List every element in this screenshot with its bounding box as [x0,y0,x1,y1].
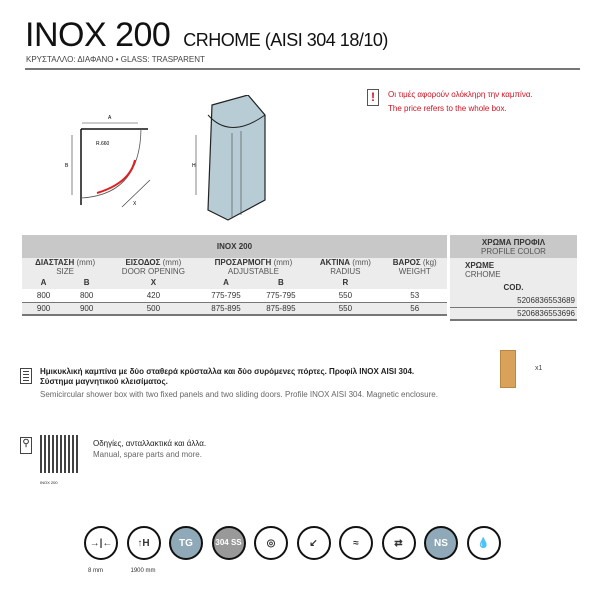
table-title: INOX 200 [22,235,447,258]
col-door-opening: ΕΙΣΟΔΟΣ (mm) DOOR OPENING [108,258,199,276]
wrench-icon: ⚲ [20,437,32,454]
label-h: H [192,163,196,169]
description: Ημικυκλική καμπίνα με δύο σταθερά κρύστα… [40,367,445,400]
sub-b: B [65,276,109,289]
sub-adj-a: A [198,276,254,289]
package-box-icon [500,350,516,388]
spec-table: INOX 200 ΔΙΑΣΤΑΣΗ (mm) SIZE ΕΙΣΟΔΟΣ (mm) D… [22,235,447,316]
color-greek: ΧΡΩΜΕ [465,260,495,270]
sub-x: X [108,276,199,289]
exclamation-icon: ! [367,89,379,106]
color-english: CRHOME [465,269,501,279]
barcode-900: 5206836553696 [450,307,577,321]
tempered-glass-icon: TG [169,526,203,560]
package-count: x1 [535,365,543,372]
product-finish: CRHOME (AISI 304 18/10) [183,30,388,50]
table-row: 900 900 500 875-895 875-895 550 56 [22,302,447,316]
sub-adj-b: B [253,276,309,289]
notice-greek: Οι τιμές αφορούν ολόκληρη την καμπίνα. [388,90,533,99]
profile-color-title: ΧΡΩΜΑ ΠΡΟΦΙΛ [481,237,546,247]
stainless-steel-icon: 304 SS [211,526,246,560]
notice-english: The price refers to the whole box. [388,104,507,113]
3d-drawing: H [192,95,266,221]
manual-greek: Οδηγίες, ανταλλακτικά και άλλα. [93,439,207,448]
label-a: A [108,115,112,121]
nano-shield-icon: NS [424,526,458,560]
water-seal-icon: 💧 [466,526,501,560]
roller-icon: ◎ [254,526,288,560]
sub-r: R [308,276,383,289]
label-x: X [133,201,137,207]
technical-drawings: A B X R.660 H [65,95,266,221]
page-title: INOX 200 CRHOME (AISI 304 18/10) [25,16,388,55]
col-size: ΔΙΑΣΤΑΣΗ (mm) SIZE [22,258,109,276]
col-adjustable: ΠΡΟΣΑΡΜΟΓΗ (mm) ADJUSTABLE [198,258,309,276]
feature-label: 8 mm [88,568,103,574]
manual-english: Manual, spare parts and more. [93,450,202,459]
document-icon [20,368,32,384]
col-radius: ΑΚΤΙΝΑ (mm) RADIUS [308,258,383,276]
wall-profile-icon: ≈ [339,526,373,560]
table-row: 800 800 420 775-795 775-795 550 53 [22,289,447,303]
feature-label: 1900 mm [130,568,156,574]
profile-color-subtitle: PROFILE COLOR [481,246,546,256]
divider [25,68,580,70]
magnetic-seal-icon: ↙ [296,526,331,560]
glass-subtitle: ΚΡΥΣΤΑΛΛΟ: ΔΙΑΦΑΝΟ • GLASS: TRASPARENT [26,55,205,64]
manual-info: Οδηγίες, ανταλλακτικά και άλλα. Manual, … [93,438,206,460]
profile-color-table: ΧΡΩΜΑ ΠΡΟΦΙΛ PROFILE COLOR ΧΡΩΜΕ CRHOME CO… [450,235,577,321]
cod-header: COD. [450,281,577,294]
price-notice: Οι τιμές αφορούν ολόκληρη την καμπίνα. T… [388,88,533,116]
sub-a: A [22,276,66,289]
label-b: B [65,163,69,169]
qr-code[interactable] [40,435,78,473]
product-name: INOX 200 [25,16,171,54]
barcode-800: 5206836553689 [450,294,577,308]
glass-thickness-icon: →|← [84,526,118,560]
col-weight: ΒΑΡΟΣ (kg) WEIGHT [382,258,447,276]
label-radius: R.660 [96,141,110,147]
description-english: Semicircular shower box with two fixed p… [40,390,438,399]
plan-drawing: A B X R.660 [65,115,151,208]
qr-label: INOX 200 [40,480,58,485]
sliding-door-icon: ⇄ [381,526,416,560]
description-greek: Ημικυκλική καμπίνα με δύο σταθερά κρύστα… [40,367,415,386]
height-icon: ↑H [126,526,161,560]
